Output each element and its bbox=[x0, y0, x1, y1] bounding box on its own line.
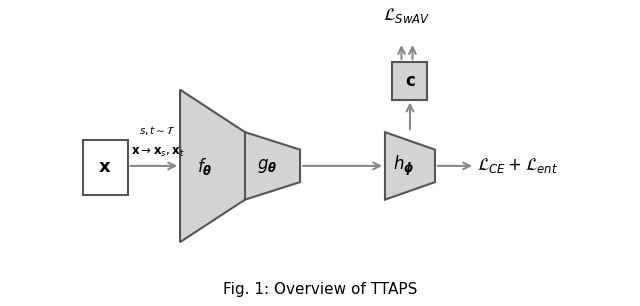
Text: $f_{\boldsymbol{\theta}}$: $f_{\boldsymbol{\theta}}$ bbox=[197, 156, 212, 177]
Text: $s, t \sim \mathcal{T}$: $s, t \sim \mathcal{T}$ bbox=[139, 124, 176, 137]
Polygon shape bbox=[180, 90, 245, 242]
Text: $\mathbf{c}$: $\mathbf{c}$ bbox=[404, 72, 415, 90]
Text: $\mathbf{x}$: $\mathbf{x}$ bbox=[99, 158, 112, 176]
Polygon shape bbox=[385, 132, 435, 200]
Text: $h_{\boldsymbol{\phi}}$: $h_{\boldsymbol{\phi}}$ bbox=[394, 154, 415, 178]
Text: $g_{\boldsymbol{\theta}}$: $g_{\boldsymbol{\theta}}$ bbox=[257, 157, 278, 175]
Text: $\mathcal{L}_{CE} + \mathcal{L}_{ent}$: $\mathcal{L}_{CE} + \mathcal{L}_{ent}$ bbox=[477, 156, 559, 175]
FancyBboxPatch shape bbox=[392, 62, 428, 100]
Text: $\mathcal{L}_{SwAV}$: $\mathcal{L}_{SwAV}$ bbox=[383, 6, 431, 25]
Text: $\mathbf{x} \rightarrow \mathbf{x}_s, \mathbf{x}_t$: $\mathbf{x} \rightarrow \mathbf{x}_s, \m… bbox=[131, 146, 184, 159]
Text: Fig. 1: Overview of TTAPS: Fig. 1: Overview of TTAPS bbox=[223, 282, 417, 297]
FancyBboxPatch shape bbox=[83, 140, 127, 195]
Polygon shape bbox=[245, 132, 300, 200]
